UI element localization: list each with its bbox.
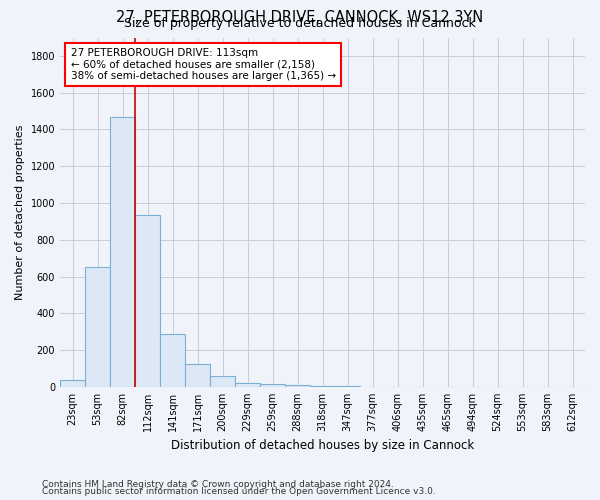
Bar <box>60 380 85 387</box>
Bar <box>310 386 335 387</box>
Bar <box>110 116 135 387</box>
Bar <box>235 383 260 387</box>
Text: Contains public sector information licensed under the Open Government Licence v3: Contains public sector information licen… <box>42 488 436 496</box>
Bar <box>260 384 285 387</box>
Text: 27, PETERBOROUGH DRIVE, CANNOCK, WS12 3YN: 27, PETERBOROUGH DRIVE, CANNOCK, WS12 3Y… <box>116 10 484 25</box>
Bar <box>285 386 310 387</box>
Text: 27 PETERBOROUGH DRIVE: 113sqm
← 60% of detached houses are smaller (2,158)
38% o: 27 PETERBOROUGH DRIVE: 113sqm ← 60% of d… <box>71 48 335 81</box>
X-axis label: Distribution of detached houses by size in Cannock: Distribution of detached houses by size … <box>171 440 474 452</box>
Bar <box>85 268 110 387</box>
Text: Size of property relative to detached houses in Cannock: Size of property relative to detached ho… <box>124 18 476 30</box>
Bar <box>210 376 235 387</box>
Bar <box>135 215 160 387</box>
Text: Contains HM Land Registry data © Crown copyright and database right 2024.: Contains HM Land Registry data © Crown c… <box>42 480 394 489</box>
Bar <box>335 386 360 387</box>
Y-axis label: Number of detached properties: Number of detached properties <box>15 124 25 300</box>
Bar <box>160 334 185 387</box>
Bar <box>185 364 210 387</box>
